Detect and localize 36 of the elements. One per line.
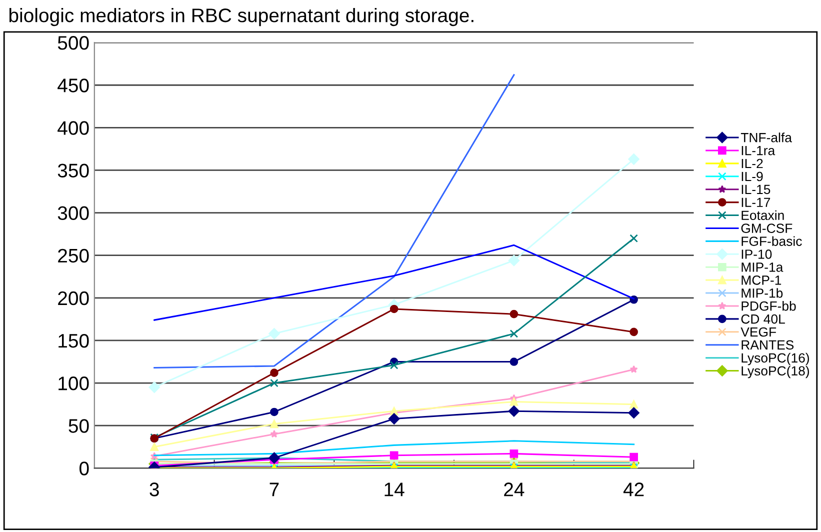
legend-label: MIP-1b [742, 288, 783, 298]
legend-label: LysoPC(16) [742, 352, 809, 366]
y-tick-label: 500 [58, 36, 89, 50]
y-tick-label: 400 [58, 121, 89, 135]
y-tick-label: 150 [58, 334, 89, 348]
y-tick-label: 0 [80, 462, 89, 476]
legend-label: PDGF-bb [742, 301, 796, 311]
legend-label: VEGF [740, 327, 776, 337]
legend-label: IL-17 [742, 198, 770, 207]
x-tick-label: 14 [384, 482, 404, 496]
legend-label: IP-10 [742, 250, 772, 259]
legend-label: TNF-alfa [740, 132, 792, 142]
x-tick-label: 3 [150, 482, 159, 496]
legend-label: LysoPC(18) [742, 366, 809, 378]
legend-label: IL-2 [742, 158, 763, 168]
legend-label: RANTES [742, 340, 794, 350]
y-tick-label: 50 [68, 419, 89, 433]
x-tick-label: 7 [270, 482, 279, 496]
legend-label: MIP-1a [742, 262, 784, 272]
y-tick-label: 300 [58, 206, 89, 220]
legend-label: FGF-basic [742, 236, 802, 246]
y-tick-label: 250 [58, 248, 89, 263]
x-tick-label: 24 [504, 482, 524, 496]
y-tick-label: 450 [58, 78, 89, 92]
x-tick-label: 42 [623, 482, 644, 496]
legend-label: CD 40L [741, 314, 785, 324]
y-tick-label: 350 [58, 164, 89, 178]
chart-title: biologic mediators in RBC supernatant during storage. [9, 8, 474, 26]
legend-label: Eotaxin [742, 210, 784, 220]
legend-label: IL-9 [742, 172, 763, 182]
legend-label: IL-1ra [742, 146, 776, 156]
y-tick-label: 200 [58, 291, 89, 306]
legend-label: MCP-1 [742, 275, 782, 285]
legend-label: IL-15 [742, 184, 770, 194]
legend-label: GM-CSF [741, 224, 792, 233]
y-tick-label: 100 [58, 376, 89, 390]
